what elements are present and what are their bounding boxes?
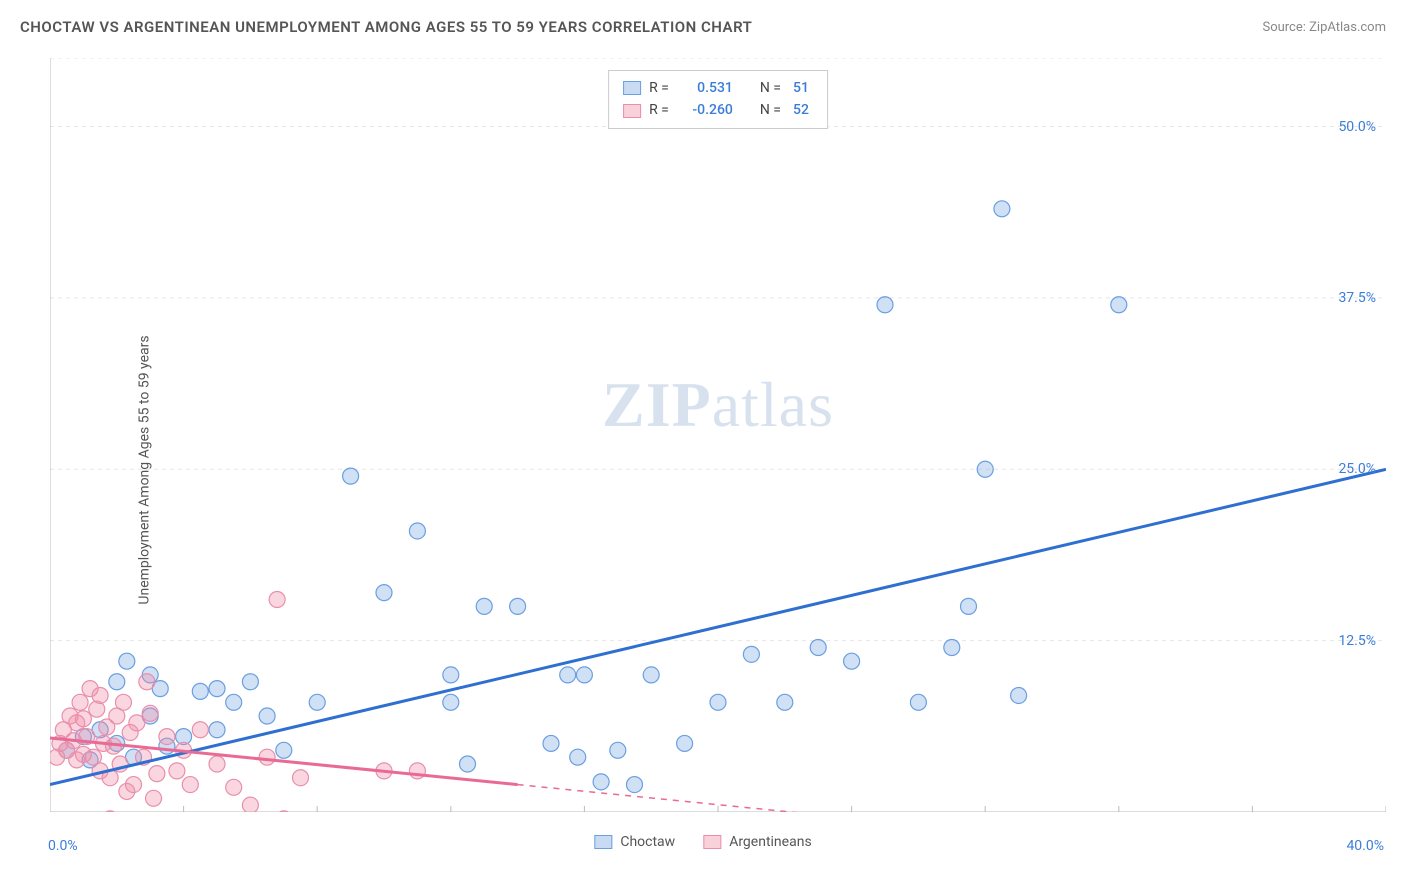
legend-swatch (703, 835, 721, 849)
legend-swatch (623, 81, 641, 95)
legend-bottom-item: Argentineans (703, 834, 811, 850)
header: CHOCTAW VS ARGENTINEAN UNEMPLOYMENT AMON… (0, 0, 1406, 44)
y-tick-label: 25.0% (1338, 461, 1376, 477)
legend-series-label: Argentineans (729, 834, 811, 850)
legend-r-label: R = (649, 99, 669, 121)
legend-top: R = 0.531 N = 51 R = -0.260 N = 52 (608, 70, 828, 129)
plot-area: ZIPatlas R =0.531 N =51R =-0.260 N =52 (50, 58, 1386, 812)
legend-top-row: R = 0.531 N = 51 (623, 77, 813, 99)
legend-r-value: 0.531 (681, 77, 733, 99)
y-tick-label: 50.0% (1338, 119, 1376, 135)
chart-title: CHOCTAW VS ARGENTINEAN UNEMPLOYMENT AMON… (20, 18, 752, 36)
scatter-plot-svg (50, 58, 1386, 812)
legend-r-label: R = (649, 77, 669, 99)
y-tick-label: 12.5% (1338, 633, 1376, 649)
legend-n-label: N = (760, 77, 781, 99)
x-axis-min-label: 0.0% (48, 838, 78, 854)
chart-container: Unemployment Among Ages 55 to 59 years Z… (0, 48, 1406, 892)
legend-n-label: N = (760, 99, 781, 121)
legend-series-label: Choctaw (620, 834, 675, 850)
legend-n-value: 52 (793, 99, 809, 121)
y-tick-label: 37.5% (1338, 290, 1376, 306)
legend-n-value: 51 (793, 77, 809, 99)
legend-swatch (594, 835, 612, 849)
legend-bottom-item: Choctaw (594, 834, 675, 850)
legend-top-row: R = -0.260 N = 52 (623, 99, 813, 121)
legend-r-value: -0.260 (681, 99, 733, 121)
legend-bottom: Choctaw Argentineans (594, 834, 811, 850)
legend-swatch (623, 104, 641, 118)
source-text: Source: ZipAtlas.com (1262, 20, 1386, 35)
x-axis-max-label: 40.0% (1346, 838, 1384, 854)
